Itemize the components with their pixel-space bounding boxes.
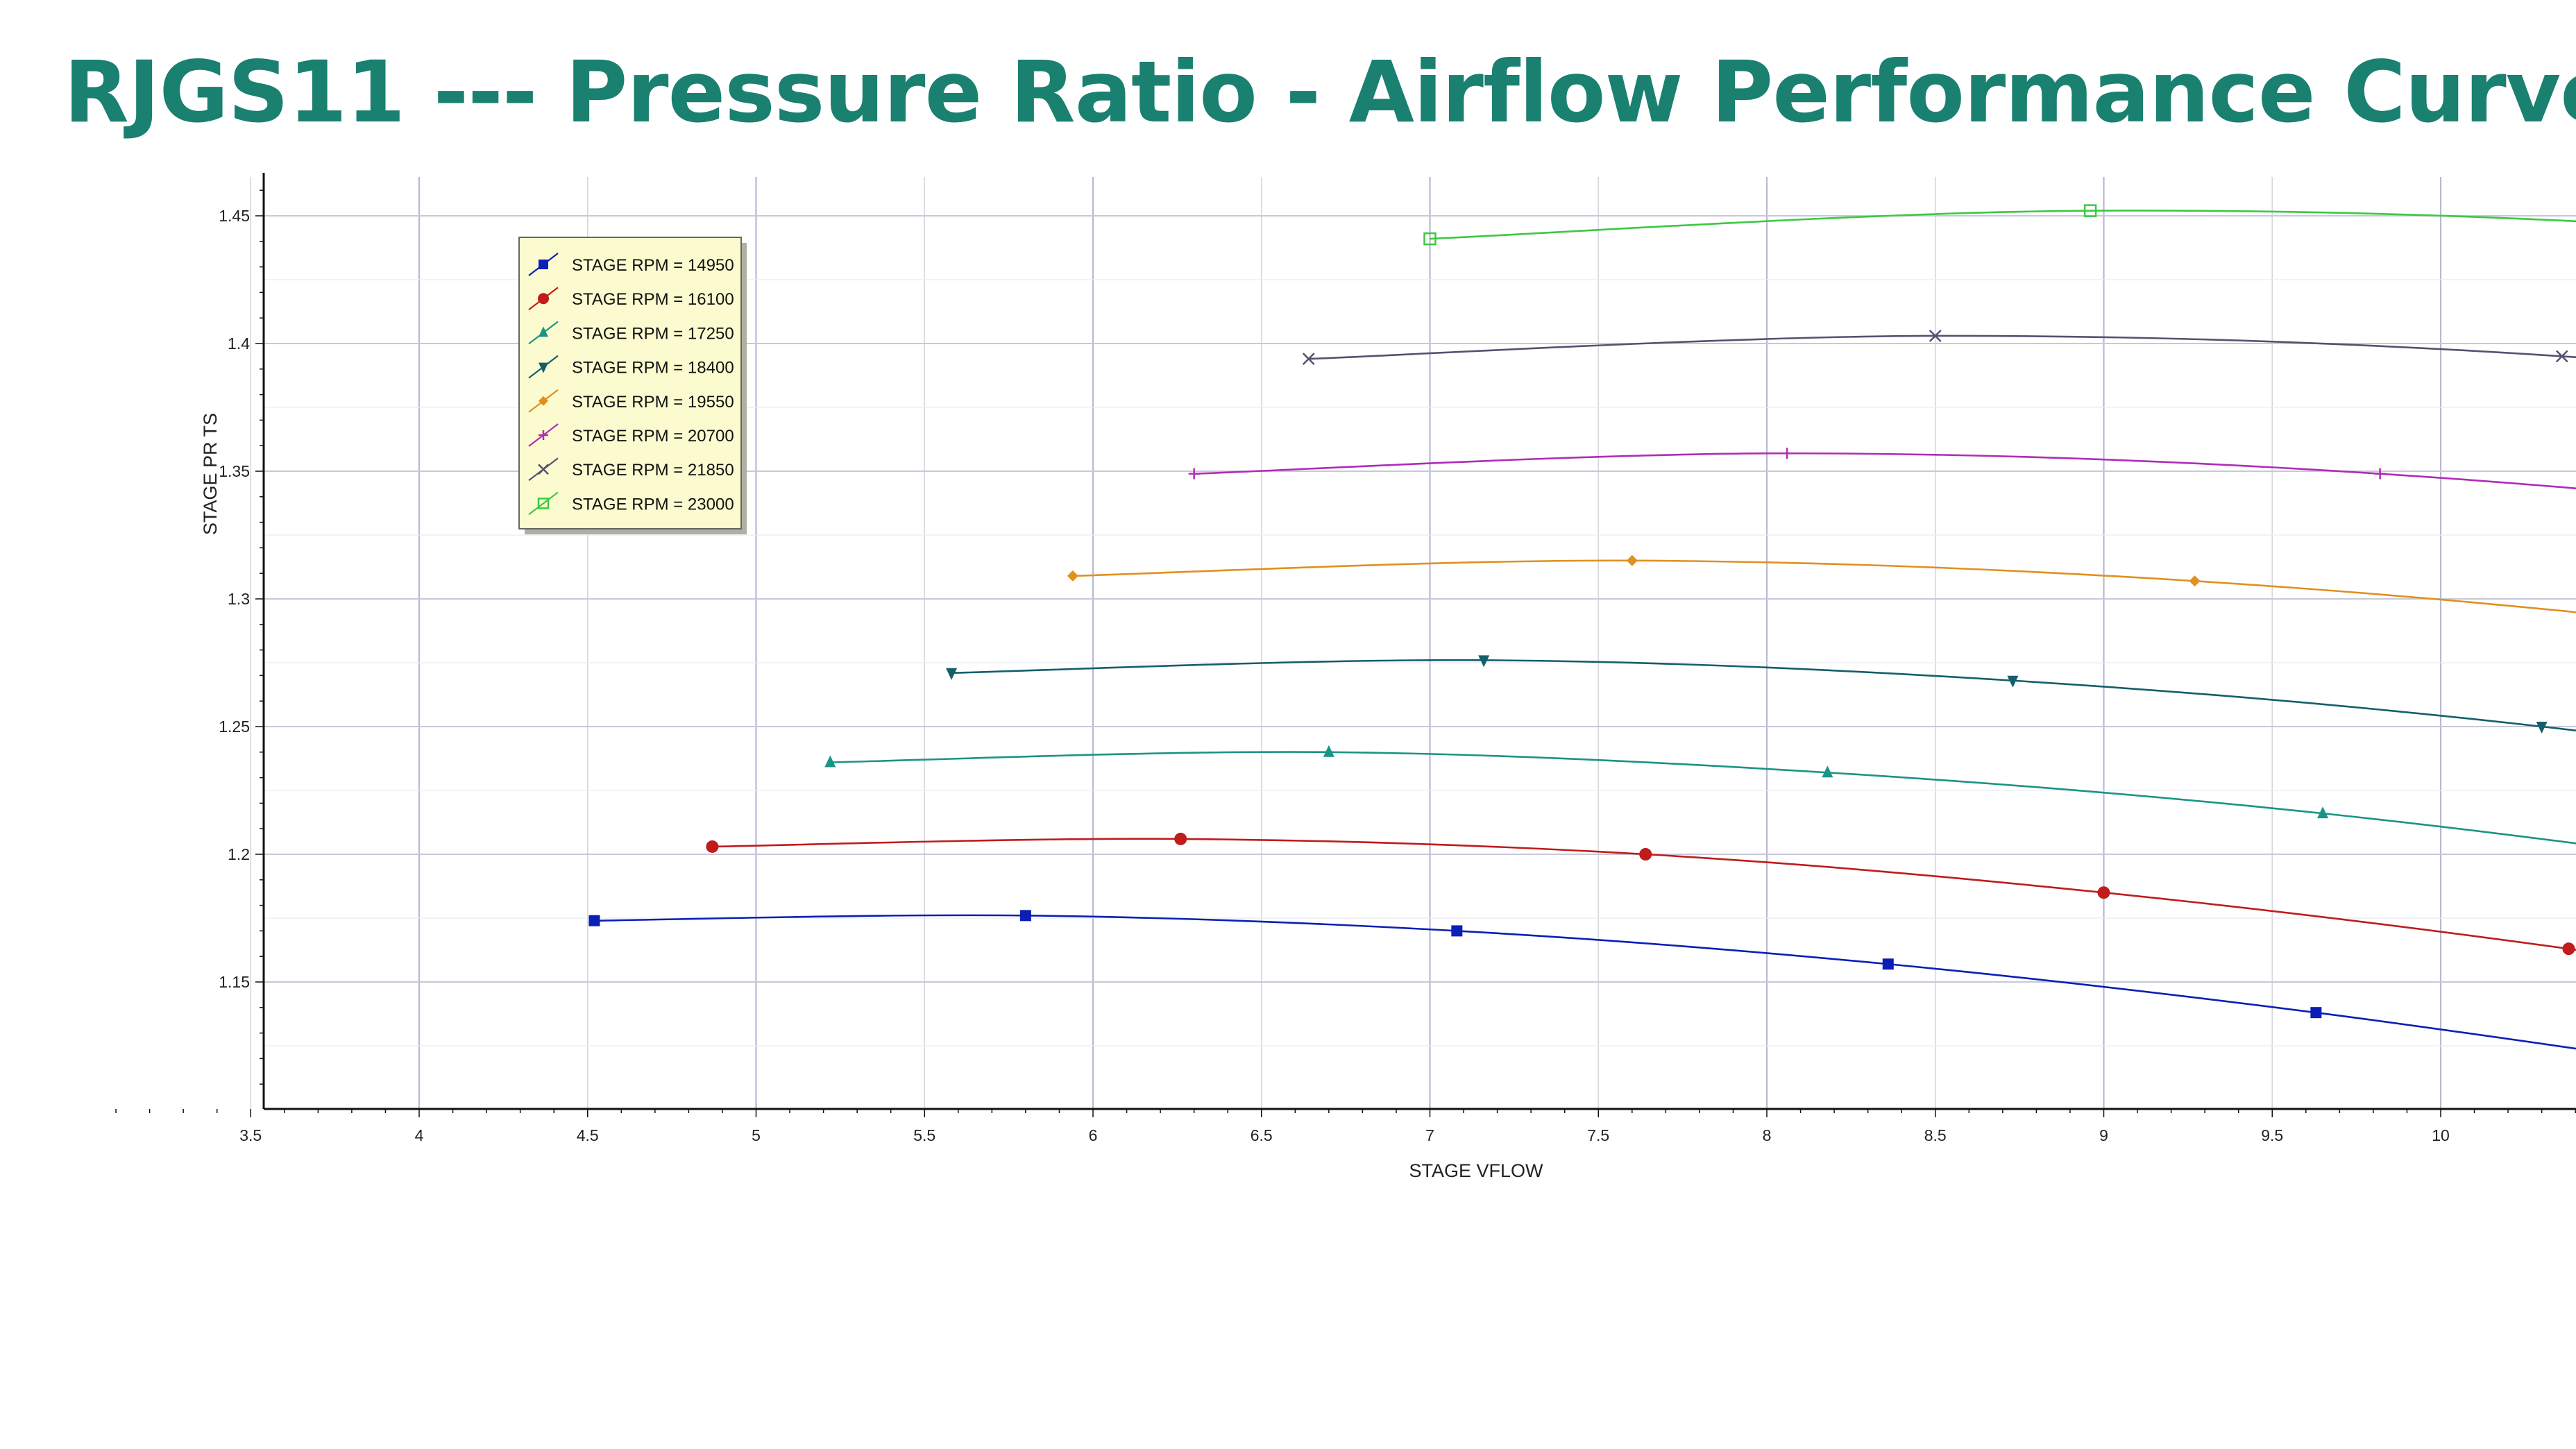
data-point [2097,886,2110,899]
data-point [2083,204,2097,217]
y-tick-label: 1.4 [228,334,250,353]
legend-marker [539,326,548,337]
y-tick-label: 1.2 [228,845,250,863]
data-point [1323,745,1334,757]
legend: STAGE RPM = 14950 STAGE RPM = 16100 STAGE … [518,237,747,534]
legend-marker [538,464,549,475]
data-point [2317,806,2329,819]
legend-marker [538,293,549,305]
legend-label: STAGE RPM = 17250 [572,324,734,343]
y-tick-label: 1.15 [219,973,250,991]
legend-item: STAGE RPM = 18400 [528,355,734,379]
series-group [588,204,2576,1050]
x-tick-label: 4.5 [577,1126,599,1144]
y-tick-label: 1.3 [228,590,250,608]
data-point [2310,1007,2322,1019]
series-line [951,659,2576,732]
legend-item: STAGE RPM = 20700 [528,423,734,447]
legend-marker [539,260,548,269]
data-point [2374,468,2386,480]
legend-item: STAGE RPM = 16100 [528,287,734,311]
legend-marker [539,396,548,406]
data-point [1067,570,1078,582]
x-tick-label: 6 [1089,1126,1098,1144]
legend-marker [539,430,548,440]
x-tick-label: 5.5 [913,1126,935,1144]
y-tick-label: 1.25 [219,718,250,736]
legend-label: STAGE RPM = 20700 [572,427,734,446]
legend-marker [537,498,550,509]
legend-box [518,237,742,529]
data-point [824,755,836,768]
x-tick-label: 8.5 [1924,1126,1947,1144]
series-8 [1423,204,2576,246]
data-point [2555,350,2568,363]
data-point [1882,958,1894,970]
axes: 3.544.555.566.577.588.599.51010.51111.51… [115,173,2576,1144]
x-tick-label: 6.5 [1251,1126,1273,1144]
data-point [588,915,600,926]
data-point [1781,448,1793,459]
series-6 [1188,448,2576,490]
data-point [1188,468,1200,480]
y-tick-label: 1.35 [219,462,250,480]
legend-item: STAGE RPM = 21850 [528,457,734,482]
x-tick-label: 9.5 [2261,1126,2283,1144]
data-point [1822,765,1833,778]
legend-label: STAGE RPM = 19550 [572,393,734,412]
data-point [1478,655,1490,668]
data-point [1626,554,1638,566]
legend-label: STAGE RPM = 21850 [572,461,734,480]
series-1 [588,910,2576,1050]
series-2 [706,832,2576,956]
series-5 [1067,554,2576,613]
series-line [1430,210,2576,240]
data-point [1174,832,1187,845]
data-point [2562,942,2575,956]
legend-label: STAGE RPM = 14950 [572,256,734,275]
legend-item: STAGE RPM = 17250 [528,321,734,345]
x-tick-label: 10 [2432,1126,2450,1144]
legend-item: STAGE RPM = 14950 [528,253,734,276]
data-point [1639,848,1652,861]
data-point [1929,330,1942,342]
x-tick-label: 8 [1763,1126,1772,1144]
legend-item: STAGE RPM = 19550 [528,389,734,413]
data-point [1451,925,1463,937]
x-tick-label: 5 [752,1126,761,1144]
data-point [1019,910,1031,922]
legend-label: STAGE RPM = 16100 [572,290,734,309]
x-axis-title: STAGE VFLOW [1409,1160,1543,1181]
legend-marker [539,362,548,373]
series-7 [1302,330,2576,365]
data-point [1302,353,1315,365]
data-point [2189,575,2201,587]
y-axis-title: STAGE PR TS [200,413,221,535]
data-point [2007,675,2019,688]
series-line [1308,334,2576,360]
series-line [712,838,2576,951]
series-line [1072,559,2576,613]
legend-label: STAGE RPM = 18400 [572,359,734,378]
legend-item: STAGE RPM = 23000 [528,491,734,516]
x-tick-label: 3.5 [239,1126,262,1144]
x-tick-label: 9 [2099,1126,2108,1144]
legend-label: STAGE RPM = 23000 [572,495,734,514]
series-line [1194,452,2576,490]
y-tick-label: 1.45 [219,207,250,225]
data-point [2536,722,2548,734]
data-point [946,668,958,680]
data-point [706,840,719,853]
slide-title: RJGS11 --- Pressure Ratio - Airflow Perf… [64,43,2576,142]
legend-line [528,491,559,516]
series-3 [824,745,2576,845]
series-line [594,914,2576,1050]
x-tick-label: 7.5 [1587,1126,1609,1144]
series-4 [946,655,2576,734]
x-tick-label: 7 [1425,1126,1434,1144]
data-point [1423,232,1437,246]
series-line [830,751,2576,845]
x-tick-label: 4 [415,1126,424,1144]
